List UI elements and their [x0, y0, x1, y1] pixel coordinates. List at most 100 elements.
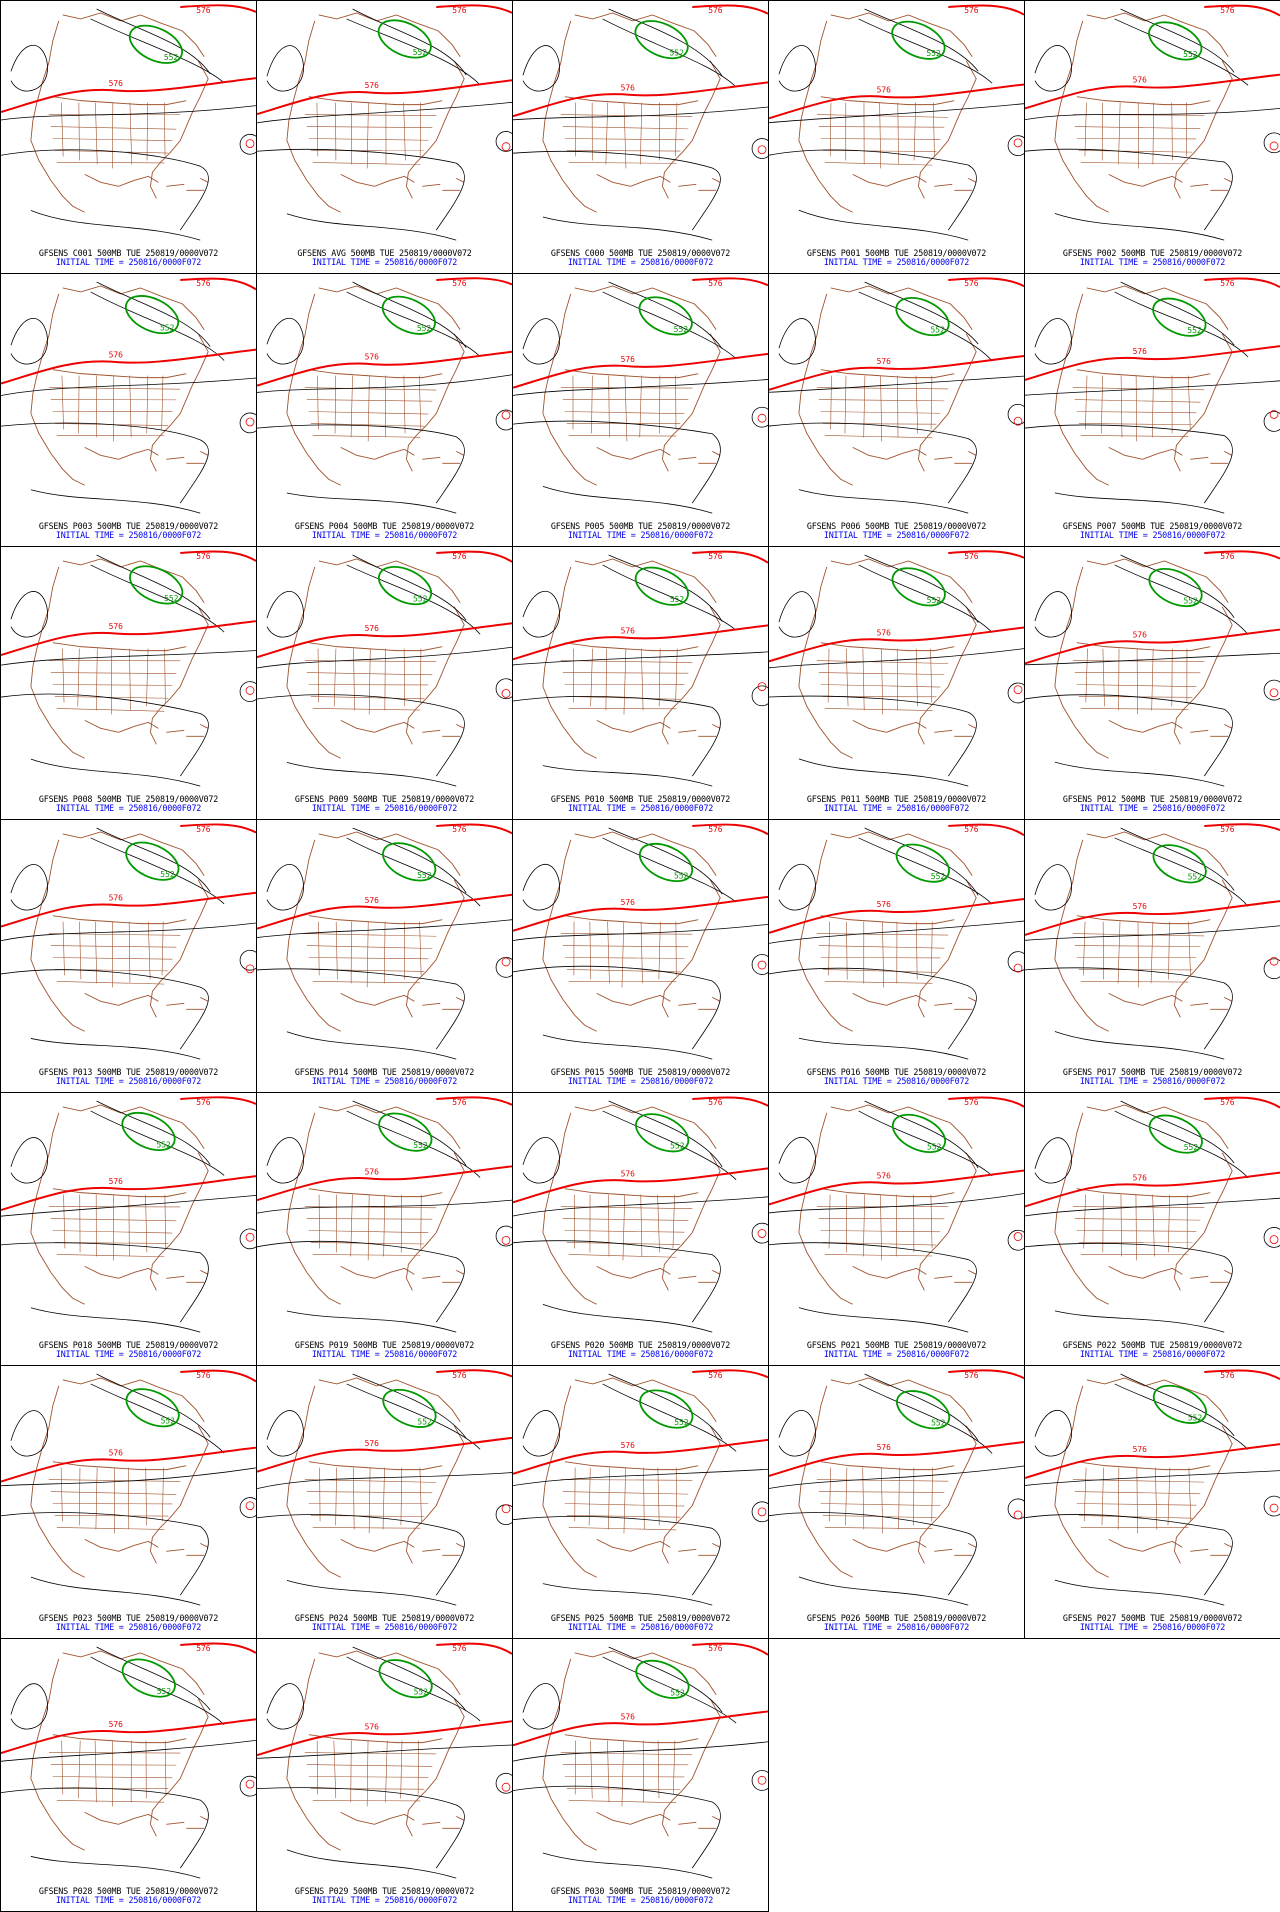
state-line — [95, 103, 97, 165]
contour-label-576: 576 — [1133, 902, 1148, 911]
state-line — [61, 1468, 62, 1522]
state-line — [57, 1800, 165, 1802]
low-center — [758, 1776, 766, 1784]
state-line — [162, 922, 163, 976]
map-boundaries — [543, 1378, 720, 1577]
state-line — [313, 981, 421, 982]
caribbean-islands — [422, 451, 464, 463]
state-line — [622, 922, 624, 988]
panel-init-time: INITIAL TIME = 250816/0000F072 — [513, 1076, 768, 1086]
caribbean-islands — [678, 724, 720, 736]
state-line — [563, 673, 689, 674]
contour-line — [91, 1384, 224, 1453]
state-line — [828, 649, 829, 703]
low-center — [246, 965, 254, 973]
map-boundaries — [1055, 559, 1232, 758]
state-line — [846, 922, 847, 980]
contour-line — [1, 1788, 208, 1868]
contour-line — [769, 1513, 976, 1596]
state-line — [165, 1741, 166, 1795]
panel-init-time: INITIAL TIME = 250816/0000F072 — [1, 257, 256, 267]
contour-line — [1025, 108, 1280, 119]
state-line — [55, 1515, 169, 1516]
state-line — [821, 1503, 941, 1505]
contour-576 — [1025, 1173, 1280, 1207]
contour-576-upper — [948, 825, 1024, 836]
state-line — [401, 1741, 402, 1799]
state-line — [821, 138, 941, 139]
contour-552 — [373, 1106, 437, 1158]
contour-line — [1025, 1243, 1232, 1322]
contour-576-upper — [692, 1370, 768, 1377]
state-line — [146, 1195, 147, 1253]
state-line — [819, 946, 945, 949]
state-line — [590, 922, 591, 980]
panel-init-time: INITIAL TIME = 250816/0000F072 — [257, 1895, 512, 1905]
contour-line — [769, 968, 976, 1049]
canada-border — [53, 370, 186, 378]
low-center — [758, 1229, 766, 1237]
state-line — [1085, 103, 1087, 157]
contour-line — [11, 45, 48, 91]
contour-552 — [891, 837, 955, 889]
state-line — [863, 649, 864, 711]
contour-label-576: 576 — [621, 1169, 636, 1178]
contour-line — [1, 970, 208, 1049]
state-line — [608, 922, 610, 984]
coastline-west — [1055, 840, 1109, 1031]
contour-label-576: 576 — [1133, 1445, 1148, 1454]
canada-border — [1077, 97, 1210, 105]
gulf-coast — [597, 1266, 671, 1278]
state-line — [676, 649, 678, 703]
contour-line — [769, 1466, 1024, 1489]
height-contours — [769, 282, 1024, 513]
coastline-west — [31, 1659, 85, 1850]
contour-label-576: 576 — [1133, 631, 1148, 640]
low-center — [1270, 142, 1278, 150]
contour-label-552: 552 — [674, 1418, 689, 1427]
contour-552 — [116, 1105, 180, 1157]
contour-552 — [373, 559, 437, 611]
caribbean-islands — [678, 1270, 720, 1282]
state-line — [51, 673, 177, 674]
canada-border — [565, 370, 698, 378]
low-center — [1014, 139, 1022, 147]
contour-label-576: 576 — [365, 1167, 380, 1176]
state-line — [1118, 103, 1120, 165]
state-line — [607, 1741, 609, 1803]
contour-552 — [373, 13, 437, 65]
gulf-coast — [597, 993, 671, 1005]
contour-576 — [769, 84, 1024, 118]
state-line — [880, 1195, 881, 1261]
low-center — [246, 1233, 254, 1241]
gulf-coast — [85, 1539, 159, 1551]
contour-576-upper — [180, 551, 256, 561]
low-center — [246, 140, 254, 148]
state-line — [591, 376, 592, 434]
contour-label-576: 576 — [365, 353, 380, 362]
coastline-west — [1055, 1386, 1109, 1577]
state-line — [563, 1219, 689, 1221]
contour-line — [31, 490, 200, 513]
coastline-north — [575, 13, 716, 57]
low-center — [1014, 1233, 1022, 1241]
gulf-coast — [1109, 1266, 1183, 1278]
coastline-east — [150, 1426, 208, 1563]
canada-border — [1077, 916, 1210, 924]
state-line — [825, 162, 933, 165]
caribbean-islands — [166, 178, 208, 190]
state-line — [830, 103, 831, 157]
caribbean-islands — [1190, 1543, 1232, 1555]
